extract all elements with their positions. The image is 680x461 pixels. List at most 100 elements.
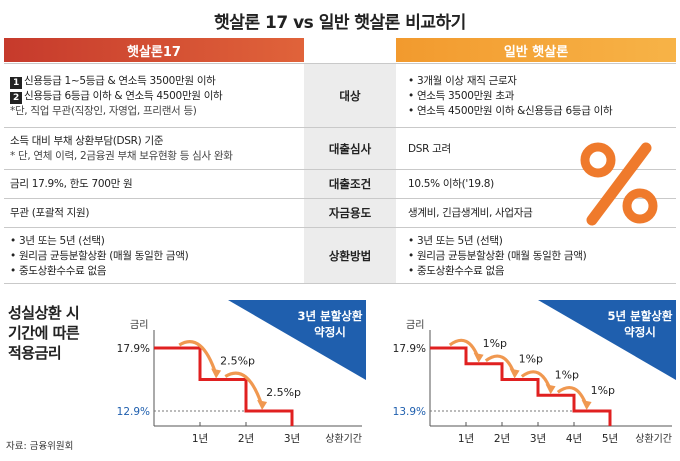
general-loan-cell: 3년 또는 5년 (선택)원리금 균등분할상환 (매월 동일한 금액)중도상환수… [408,234,678,279]
x-axis-label: 상환기간 [325,433,362,445]
rate-step-line [154,346,294,426]
x-tick-label: 1년 [192,433,208,445]
step-label: 1%p [555,368,579,381]
sunshine17-text: * 단, 연체 이력, 2금융권 부채 보유현황 등 심사 완화 [10,150,233,162]
banner-text: 약정시 [624,325,656,339]
sunshine17-text: 신용등급 6등급 이하 & 연소득 4500만원 이하 [24,89,223,102]
sunshine17-cell: 금리 17.9%, 한도 700만 원 [10,177,300,192]
row-label: 대출조건 [304,170,396,198]
general-loan-line: 3개월 이상 재직 근로자 [408,74,678,89]
banner-triangle [228,300,366,380]
x-tick-label: 4년 [566,433,582,445]
sunshine17-text: 금리 17.9%, 한도 700만 원 [10,178,133,190]
x-tick-label: 2년 [238,433,254,445]
header-sunshine-loan-17: 햇살론17 [4,38,304,62]
step-arrow [448,338,481,360]
general-loan-line: 3년 또는 5년 (선택) [408,234,678,249]
y-axis-label: 금리 [130,319,148,331]
rate-step-line [430,346,612,426]
page-title: 햇살론 17 vs 일반 햇살론 비교하기 [214,13,466,33]
general-loan-cell: 10.5% 이하('19.8) [408,177,678,192]
step-arrow [484,354,517,376]
step-arrow-head [581,400,592,410]
y-tick-label: 12.9% [117,406,150,418]
general-loan-cell: 3개월 이상 재직 근로자연소득 3500만원 초과연소득 4500만원 이하 … [408,74,678,119]
table-row: 1 신용등급 1~5등급 & 연소득 3500만원 이하 2 신용등급 6등급 이하 … [4,63,676,127]
sunshine17-line: 원리금 균등분할상환 (매월 동일한 금액) [10,249,300,264]
step-label: 1%p [519,353,543,366]
table-row: 소득 대비 부채 상환부담(DSR) 기준 * 단, 연체 이력, 2금융권 부채… [4,127,676,169]
sunshine17-line: 1 신용등급 1~5등급 & 연소득 3500만원 이하 [10,74,300,89]
banner-text: 3년 분할상환 [298,309,363,323]
source-note: 자료: 금융위원회 [6,441,74,452]
step-label: 2.5%p [220,355,255,368]
side-title: 성실상환 시 기간에 따른 적용금리 [8,303,80,363]
x-tick-label: 2년 [494,433,510,445]
banner-triangle [538,300,676,380]
general-loan-cell: DSR 고려 [408,142,678,157]
x-tick-label: 3년 [284,433,300,445]
step-label: 1%p [591,384,615,397]
step-arrow [520,370,553,391]
step-arrow [556,386,589,407]
percent-icon [580,142,658,226]
sunshine17-text: *단, 직업 무관(직장인, 자영업, 프리랜서 등) [10,104,197,117]
number-badge: 2 [10,91,22,104]
side-title-line-2: 기간에 따른 [8,324,80,342]
number-badge: 1 [10,76,22,89]
general-loan-cell: 생계비, 긴급생계비, 사업자금 [408,206,678,221]
sunshine17-cell: 소득 대비 부채 상환부담(DSR) 기준 * 단, 연체 이력, 2금융권 부채… [10,134,300,164]
step-label: 1%p [483,337,507,350]
general-loan-line: 생계비, 긴급생계비, 사업자금 [408,207,533,219]
side-title-line-3: 적용금리 [8,344,62,362]
x-tick-label: 3년 [530,433,546,445]
sunshine17-text: 소득 대비 부채 상환부담(DSR) 기준 [10,135,164,147]
y-axis-label: 금리 [406,319,424,331]
table-row: 무관 (포괄적 지원) 자금용도 생계비, 긴급생계비, 사업자금 [4,198,676,227]
y-tick-label: 13.9% [393,406,426,418]
general-loan-line: DSR 고려 [408,142,451,155]
step-arrow-head [509,368,520,379]
x-tick-label: 5년 [602,433,618,445]
step-arrow [178,340,218,376]
table-row: 3년 또는 5년 (선택) 원리금 균등분할상환 (매월 동일한 금액) 중도상환수… [4,227,676,284]
sunshine17-text: 3년 또는 5년 (선택) [10,235,105,247]
sunshine17-line: 3년 또는 5년 (선택) [10,234,300,249]
sunshine17-line: 중도상환수수료 없음 [10,264,300,279]
sunshine17-line: *단, 직업 무관(직장인, 자영업, 프리랜서 등) [10,104,300,119]
x-axis-label: 상환기간 [635,433,672,445]
sunshine17-line: 금리 17.9%, 한도 700만 원 [10,177,300,192]
sunshine17-cell: 3년 또는 5년 (선택) 원리금 균등분할상환 (매월 동일한 금액) 중도상환수… [10,234,300,279]
sunshine17-text: 신용등급 1~5등급 & 연소득 3500만원 이하 [24,74,216,87]
row-label: 상환방법 [304,228,396,283]
general-loan-line: 10.5% 이하('19.8) [408,178,494,190]
table-row: 금리 17.9%, 한도 700만 원 대출조건 10.5% 이하('19.8) [4,169,676,198]
sunshine17-line: 2 신용등급 6등급 이하 & 연소득 4500만원 이하 [10,89,300,104]
y-tick-label: 17.9% [117,343,150,355]
general-loan-line: 연소득 3500만원 초과 [408,89,678,104]
sunshine17-line: 무관 (포괄적 지원) [10,206,300,221]
step-arrow-head [545,384,556,395]
step-arrow-head [257,400,268,410]
sunshine17-line: * 단, 연체 이력, 2금융권 부채 보유현황 등 심사 완화 [10,149,300,164]
sunshine17-line: 소득 대비 부채 상환부담(DSR) 기준 [10,134,300,149]
sunshine17-text: 중도상환수수료 없음 [10,265,107,277]
row-label: 대출심사 [304,128,396,169]
step-arrow-head [211,368,222,379]
sunshine17-text: 원리금 균등분할상환 (매월 동일한 금액) [10,250,189,262]
step-arrow [224,371,264,407]
general-loan-line: 중도상환수수료 없음 [408,264,678,279]
y-tick-label: 17.9% [393,343,426,355]
banner-text: 5년 분할상환 [608,309,673,323]
row-label: 대상 [304,64,396,127]
general-loan-line: 연소득 4500만원 이하 &신용등급 6등급 이하 [408,104,678,119]
banner-text: 약정시 [314,325,346,339]
sunshine17-text: 무관 (포괄적 지원) [10,207,90,219]
step-arrow-head [473,352,484,363]
x-tick-label: 1년 [458,433,474,445]
step-label: 2.5%p [266,386,301,399]
side-title-line-1: 성실상환 시 [8,304,80,322]
header-general-sunshine-loan: 일반 햇살론 [396,38,676,62]
